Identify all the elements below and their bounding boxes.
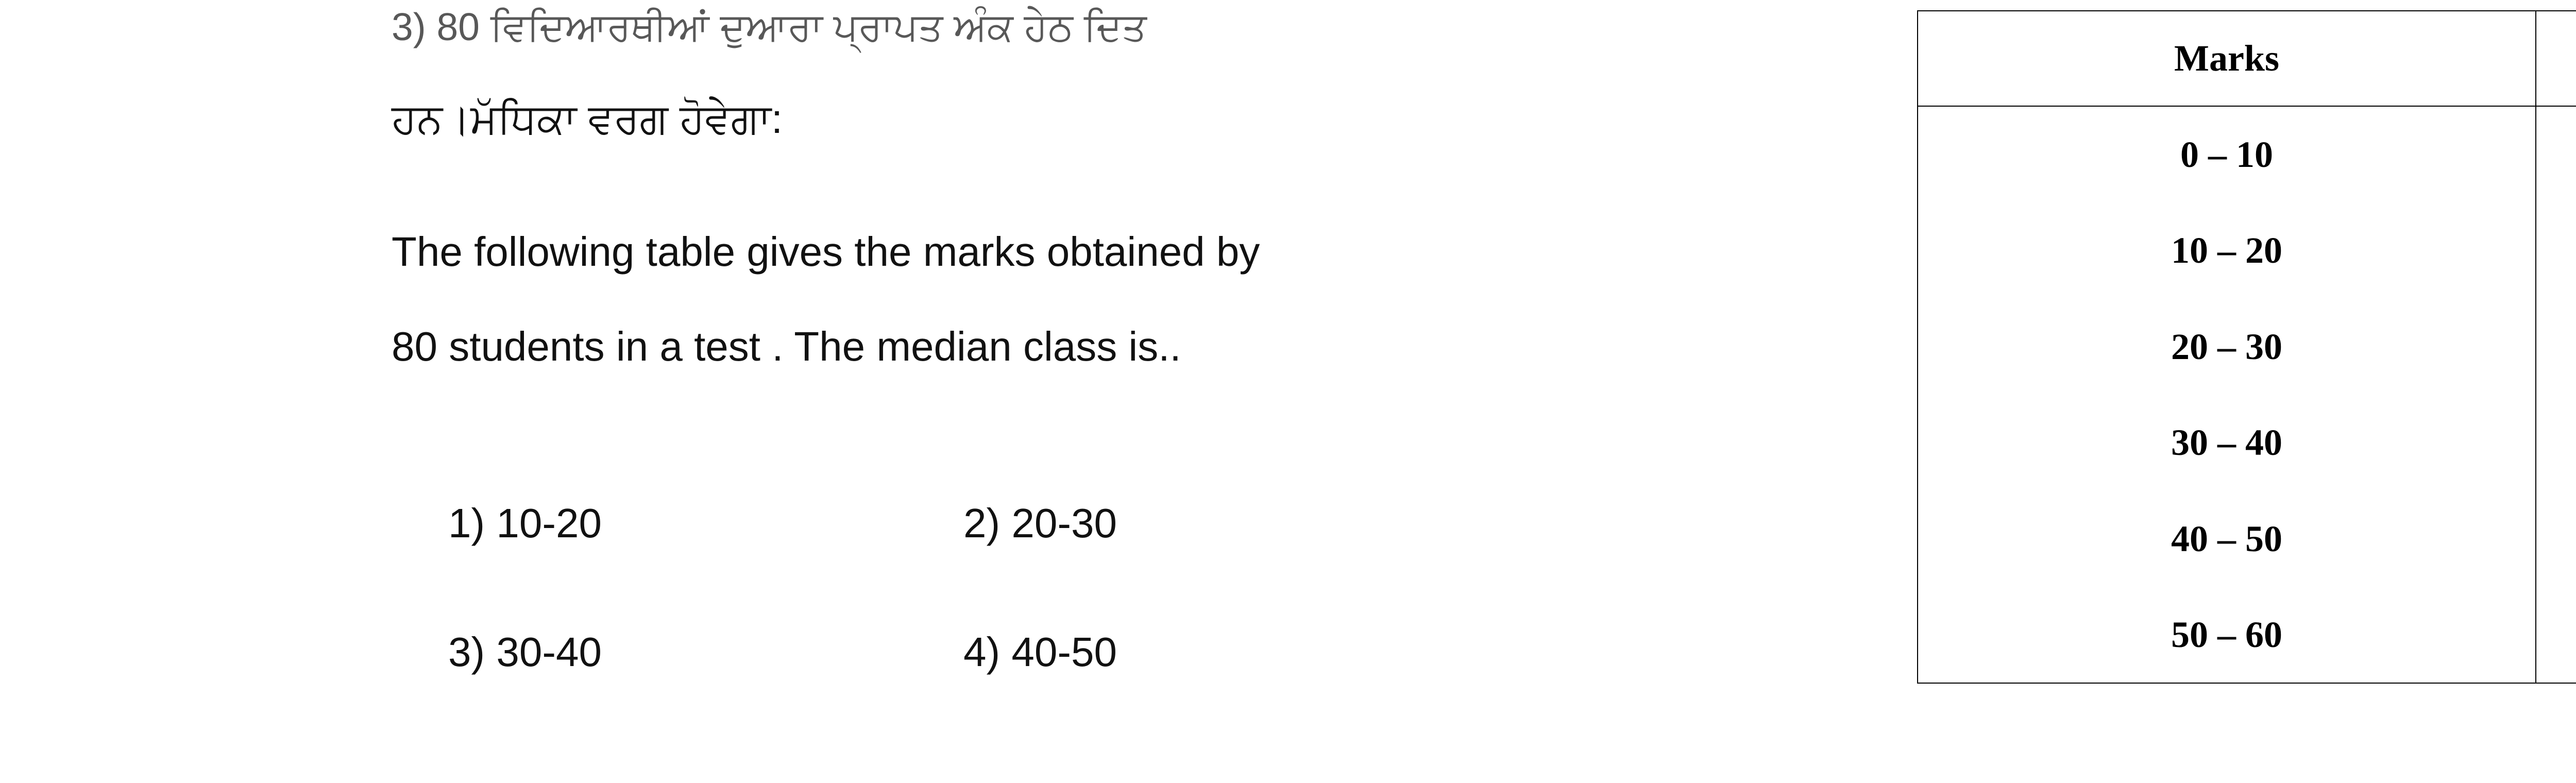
cell-marks: 50 – 60 bbox=[1918, 587, 2536, 683]
cell-students: 15 bbox=[2536, 299, 2576, 395]
question-block: 3) 80 ਵਿਦਿਆਰਥੀਆਂ ਦੁਆਰਾ ਪ੍ਰਾਪਤ ਅੰਕ ਹੇਠ ਦਿ… bbox=[392, 0, 1525, 394]
cell-students: 30 bbox=[2536, 395, 2576, 490]
options-row-1: 1) 10-20 2) 20-30 bbox=[448, 495, 1479, 552]
marks-table: Marks No. of students 0 – 10 3 10 – 20 9… bbox=[1917, 10, 2576, 684]
table-row: 10 – 20 9 bbox=[1918, 202, 2576, 298]
option-3[interactable]: 3) 30-40 bbox=[448, 623, 963, 681]
cell-marks: 40 – 50 bbox=[1918, 491, 2536, 587]
cell-students: 5 bbox=[2536, 587, 2576, 683]
col-header-marks: Marks bbox=[1918, 11, 2536, 106]
option-1[interactable]: 1) 10-20 bbox=[448, 495, 963, 552]
question-english-line-1: The following table gives the marks obta… bbox=[392, 205, 1525, 299]
table-row: 0 – 10 3 bbox=[1918, 106, 2576, 202]
table-row: 20 – 30 15 bbox=[1918, 299, 2576, 395]
question-number-line: 3) 80 ਵਿਦਿਆਰਥੀਆਂ ਦੁਆਰਾ ਪ੍ਰਾਪਤ ਅੰਕ ਹੇਠ ਦਿ… bbox=[392, 0, 1525, 90]
cell-marks: 10 – 20 bbox=[1918, 202, 2536, 298]
option-4[interactable]: 4) 40-50 bbox=[963, 623, 1479, 681]
cell-students: 3 bbox=[2536, 106, 2576, 202]
table-row: 50 – 60 5 bbox=[1918, 587, 2576, 683]
table-row: 30 – 40 30 bbox=[1918, 395, 2576, 490]
cell-marks: 20 – 30 bbox=[1918, 299, 2536, 395]
table-row: 40 – 50 18 bbox=[1918, 491, 2576, 587]
cell-students: 18 bbox=[2536, 491, 2576, 587]
cell-students: 9 bbox=[2536, 202, 2576, 298]
table-header-row: Marks No. of students bbox=[1918, 11, 2576, 106]
option-2[interactable]: 2) 20-30 bbox=[963, 495, 1479, 552]
col-header-students: No. of students bbox=[2536, 11, 2576, 106]
page: 3) 80 ਵਿਦਿਆਰਥੀਆਂ ਦੁਆਰਾ ਪ੍ਰਾਪਤ ਅੰਕ ਹੇਠ ਦਿ… bbox=[0, 0, 2576, 783]
cell-marks: 30 – 40 bbox=[1918, 395, 2536, 490]
cell-marks: 0 – 10 bbox=[1918, 106, 2536, 202]
data-table-wrap: Marks No. of students 0 – 10 3 10 – 20 9… bbox=[1917, 10, 2576, 684]
question-english-line-2: 80 students in a test . The median class… bbox=[392, 299, 1525, 394]
options-row-2: 3) 30-40 4) 40-50 bbox=[448, 623, 1479, 681]
question-punjabi-line: ਹਨ।ਮੱਧਿਕਾ ਵਰਗ ਹੋਵੇਗਾ: bbox=[392, 90, 1525, 205]
